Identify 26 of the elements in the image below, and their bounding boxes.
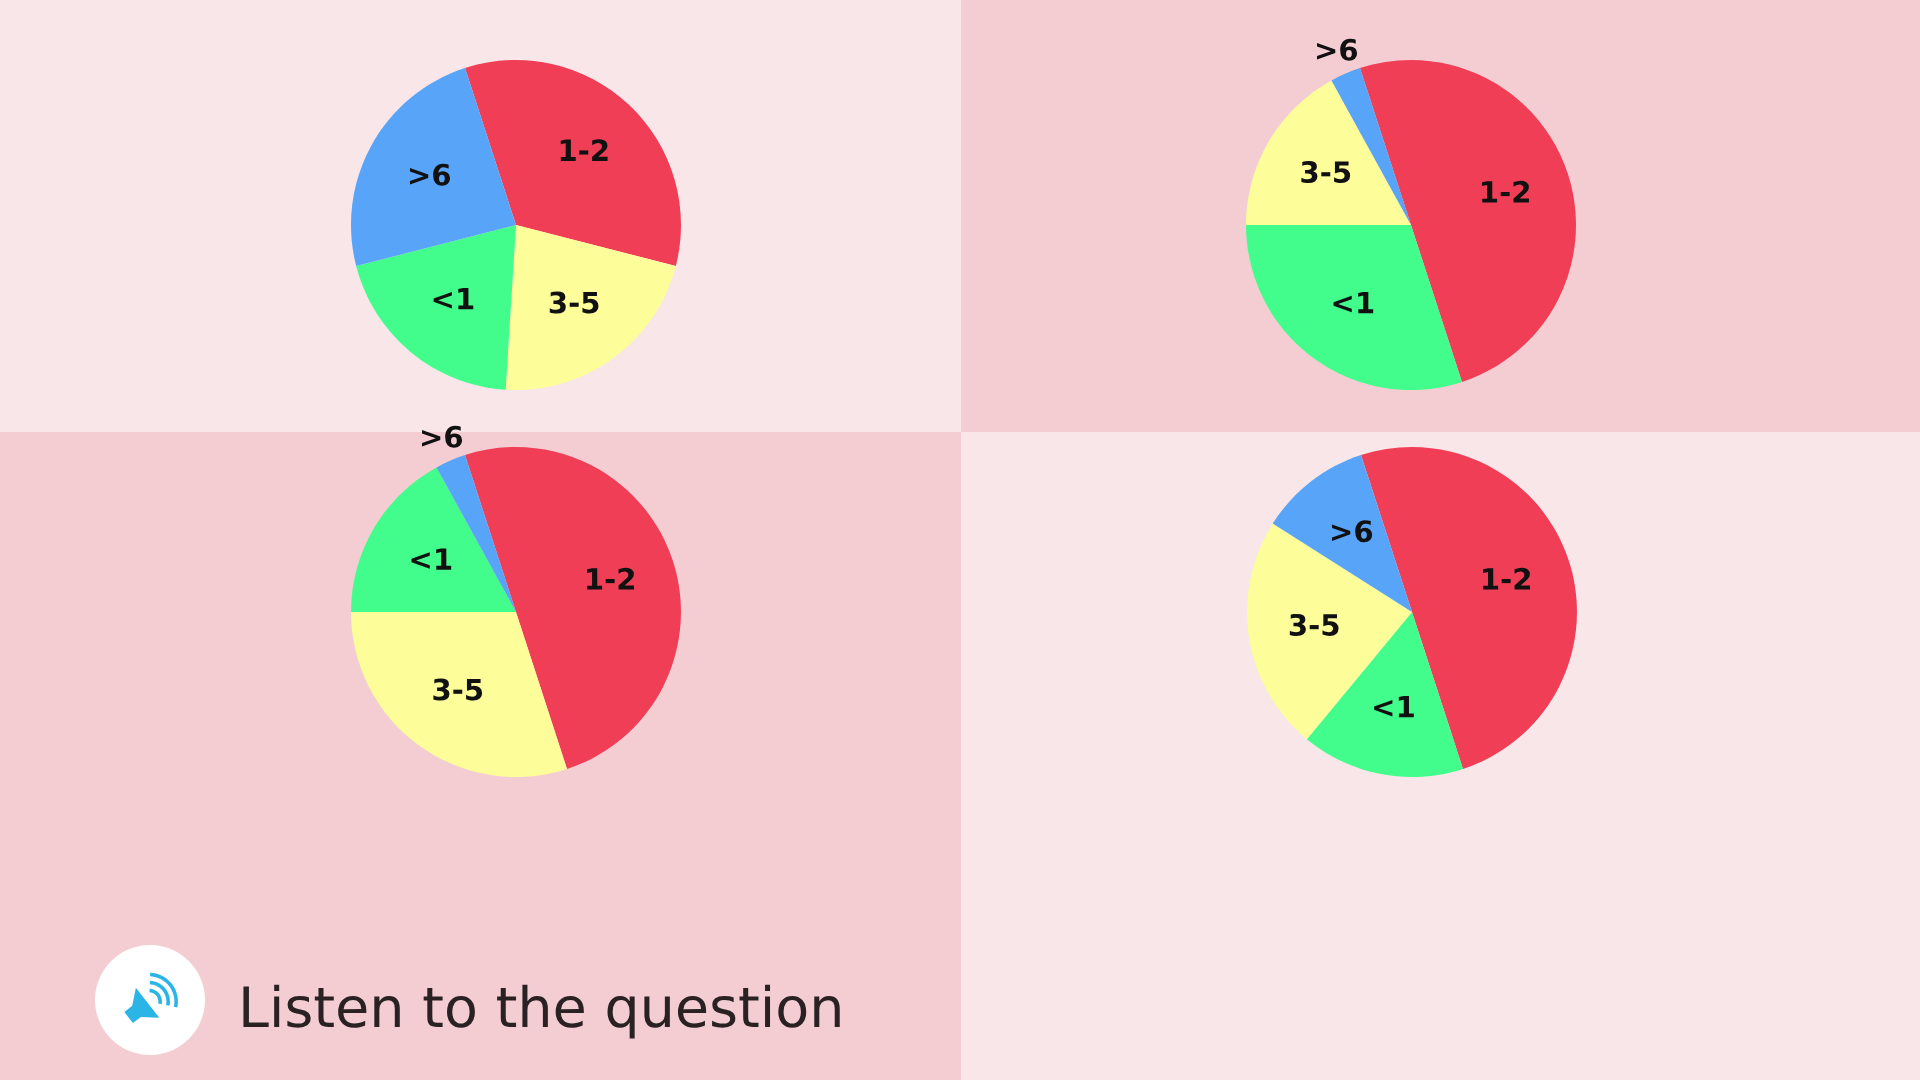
slice-label: 3-5 [433, 678, 483, 701]
pie-slice [1246, 225, 1462, 390]
pie-slice [1246, 80, 1411, 225]
slice-label: 1-2 [1483, 567, 1530, 590]
pie-slice [351, 68, 516, 267]
slice-label: 3-5 [1301, 161, 1351, 184]
pie-slice [505, 225, 676, 390]
pie-slice [465, 60, 681, 267]
slice-label: <1 [433, 288, 474, 310]
pie-slice [351, 612, 567, 777]
pie-slice [356, 225, 516, 390]
slice-label: <1 [411, 548, 452, 570]
pie-slice [1272, 455, 1412, 612]
slice-label: 3-5 [1289, 613, 1339, 636]
slice-label: >6 [422, 425, 463, 448]
slice-label: 1-2 [587, 567, 634, 590]
slice-label: >6 [1317, 38, 1358, 61]
slice-label: 1-2 [560, 139, 608, 161]
slice-label: 1-2 [1482, 180, 1529, 203]
slice-label: <1 [1374, 696, 1414, 718]
text: Listen to the question [243, 984, 840, 1039]
slice-label: >6 [1332, 520, 1373, 543]
pie-slice [351, 467, 516, 612]
slice-label: >6 [409, 163, 451, 186]
slice-label: 3-5 [549, 291, 599, 314]
slice-label: <1 [1333, 291, 1374, 314]
